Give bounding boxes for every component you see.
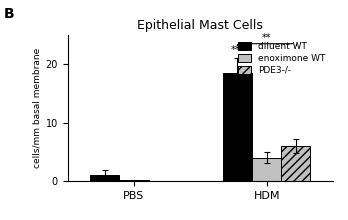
Text: ***: *** bbox=[230, 45, 245, 55]
Text: B: B bbox=[3, 7, 14, 21]
Bar bbox=[252, 158, 281, 181]
Bar bbox=[90, 175, 119, 181]
Bar bbox=[223, 73, 252, 181]
Text: **: ** bbox=[262, 33, 271, 43]
Bar bbox=[119, 180, 149, 181]
Legend: diluent WT, enoximone WT, PDE3-/-: diluent WT, enoximone WT, PDE3-/- bbox=[235, 39, 329, 78]
Bar bbox=[281, 146, 310, 181]
Title: Epithelial Mast Cells: Epithelial Mast Cells bbox=[137, 19, 263, 32]
Y-axis label: cells/mm basal membrane: cells/mm basal membrane bbox=[32, 48, 41, 168]
